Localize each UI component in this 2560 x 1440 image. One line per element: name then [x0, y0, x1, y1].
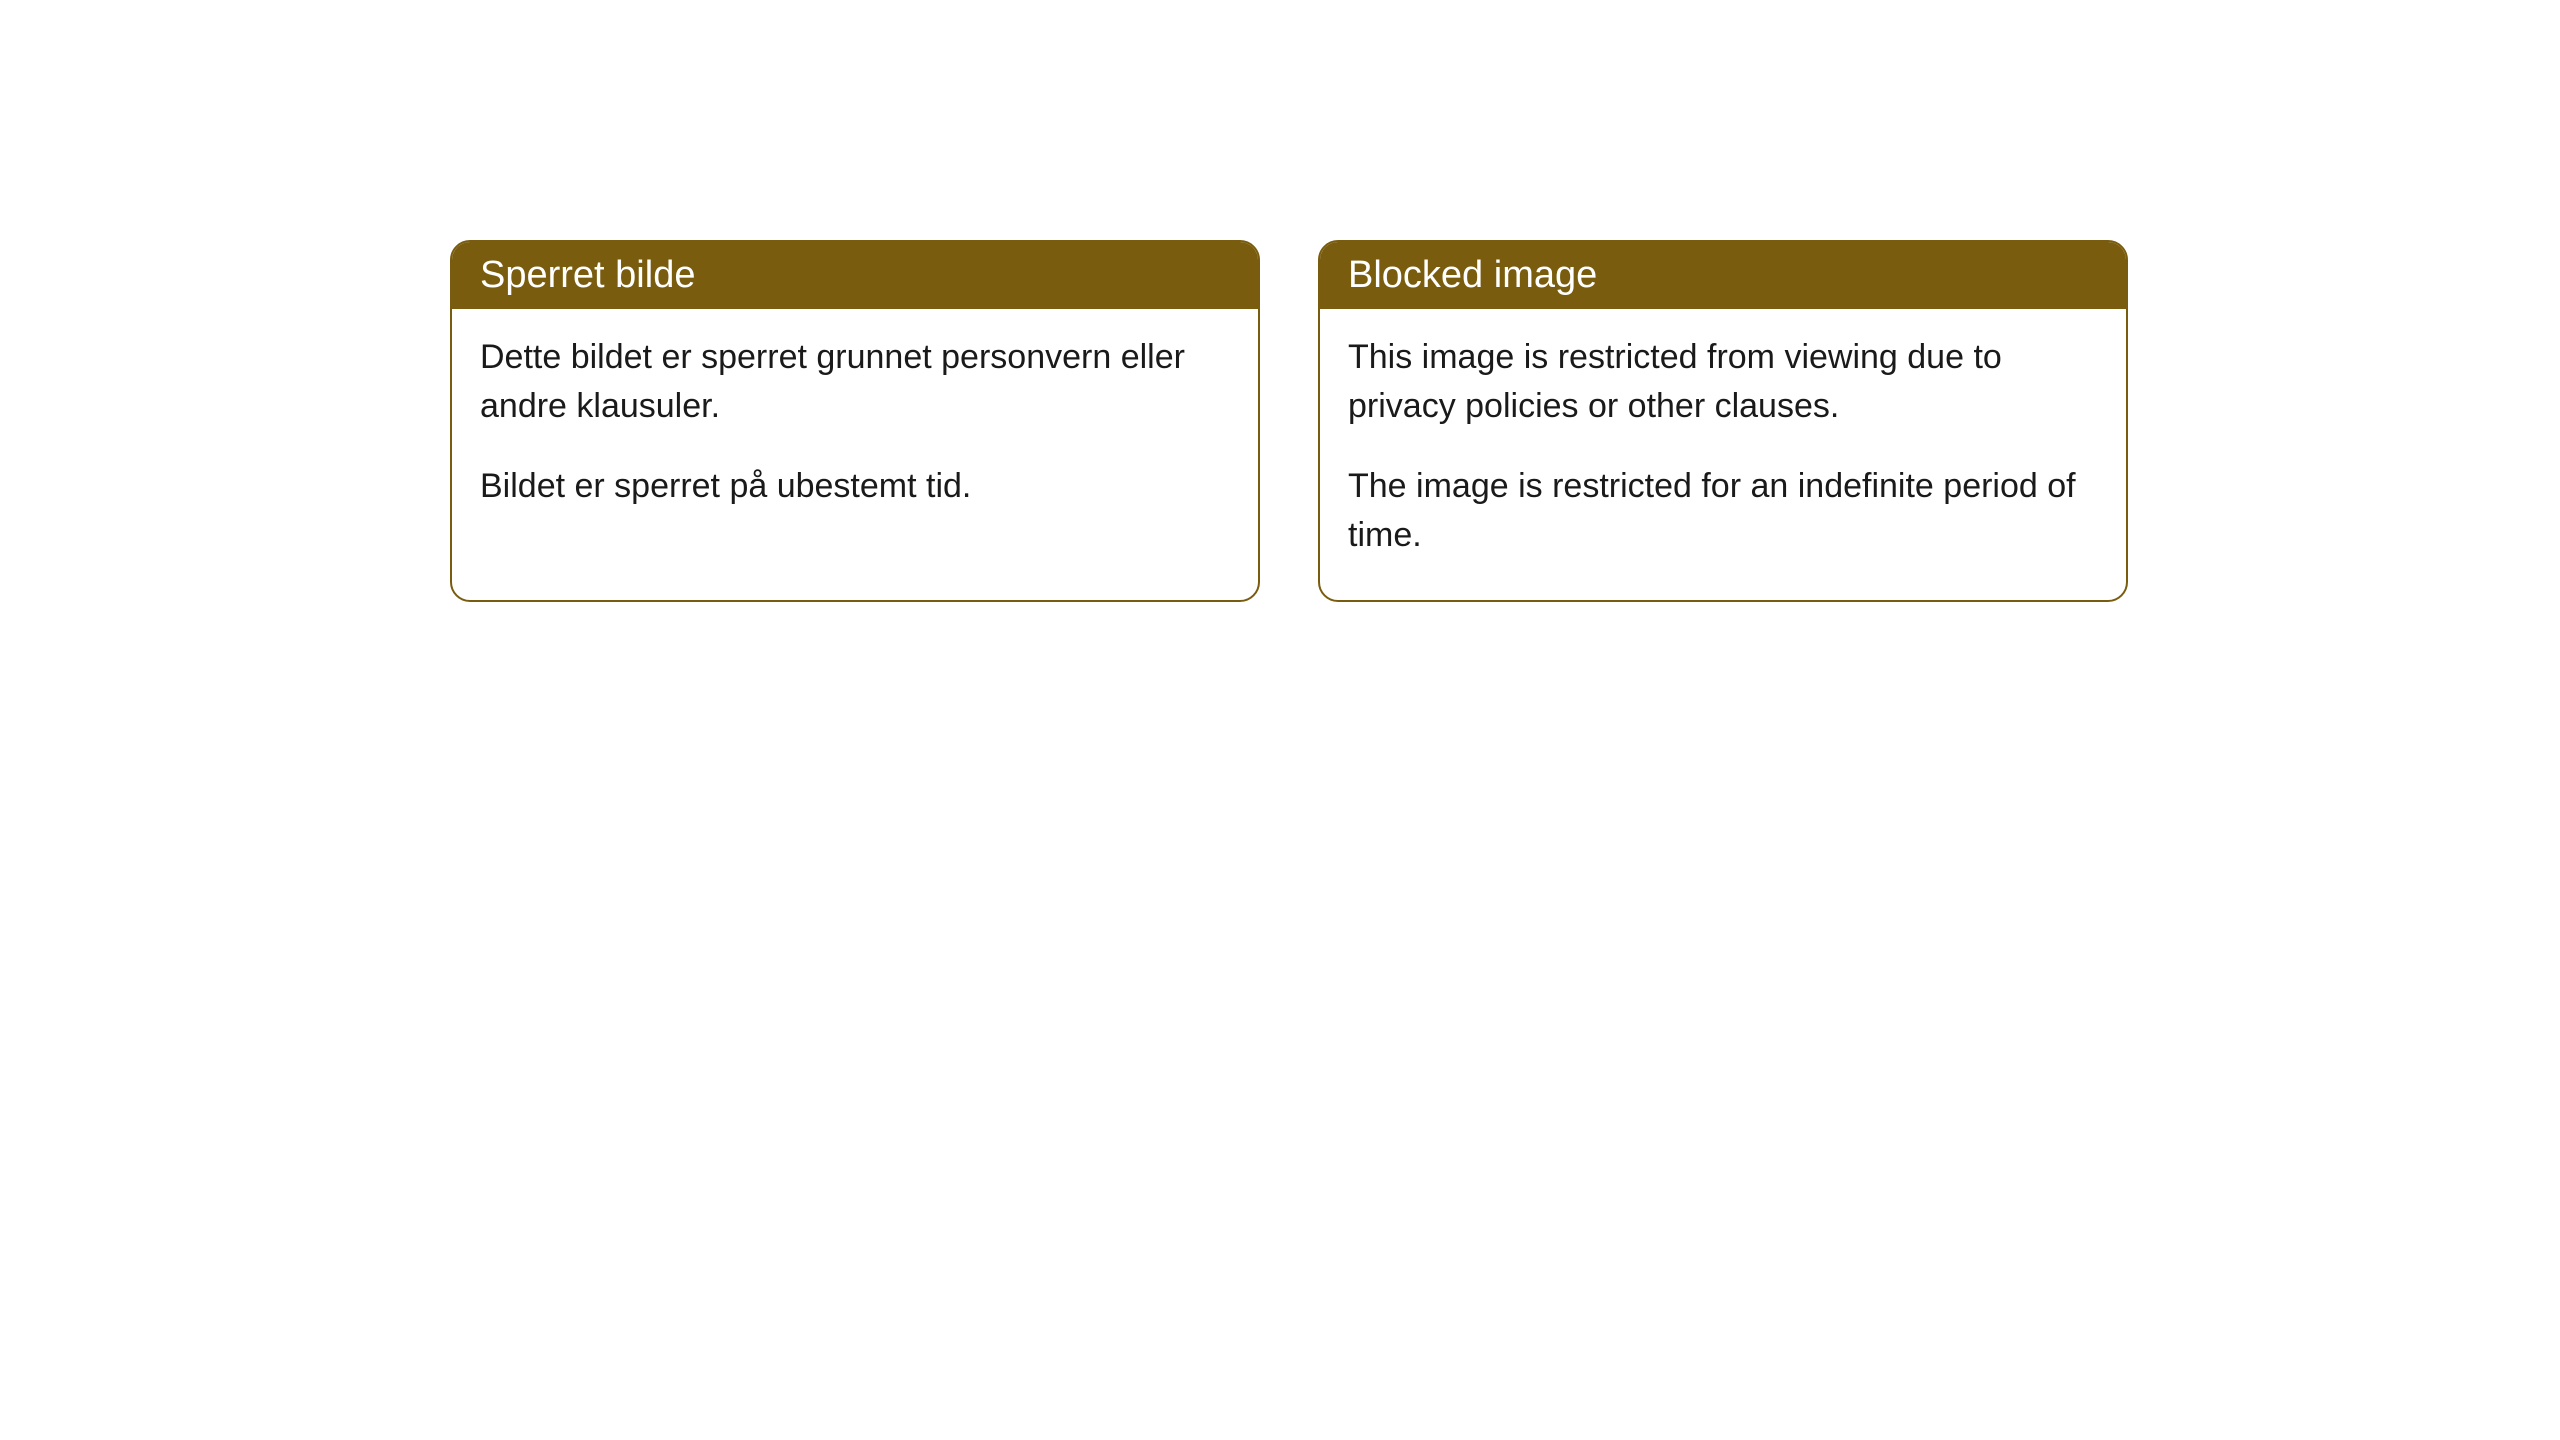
notice-paragraph-2-english: The image is restricted for an indefinit…: [1348, 462, 2098, 561]
notice-header-norwegian: Sperret bilde: [452, 242, 1258, 309]
notice-header-english: Blocked image: [1320, 242, 2126, 309]
notice-paragraph-1-english: This image is restricted from viewing du…: [1348, 333, 2098, 432]
notice-container: Sperret bilde Dette bildet er sperret gr…: [450, 240, 2128, 602]
notice-paragraph-1-norwegian: Dette bildet er sperret grunnet personve…: [480, 333, 1230, 432]
notice-body-norwegian: Dette bildet er sperret grunnet personve…: [452, 309, 1258, 551]
notice-title-norwegian: Sperret bilde: [480, 254, 695, 296]
notice-body-english: This image is restricted from viewing du…: [1320, 309, 2126, 600]
notice-paragraph-2-norwegian: Bildet er sperret på ubestemt tid.: [480, 462, 1230, 511]
notice-card-norwegian: Sperret bilde Dette bildet er sperret gr…: [450, 240, 1260, 602]
notice-title-english: Blocked image: [1348, 254, 1597, 296]
notice-card-english: Blocked image This image is restricted f…: [1318, 240, 2128, 602]
